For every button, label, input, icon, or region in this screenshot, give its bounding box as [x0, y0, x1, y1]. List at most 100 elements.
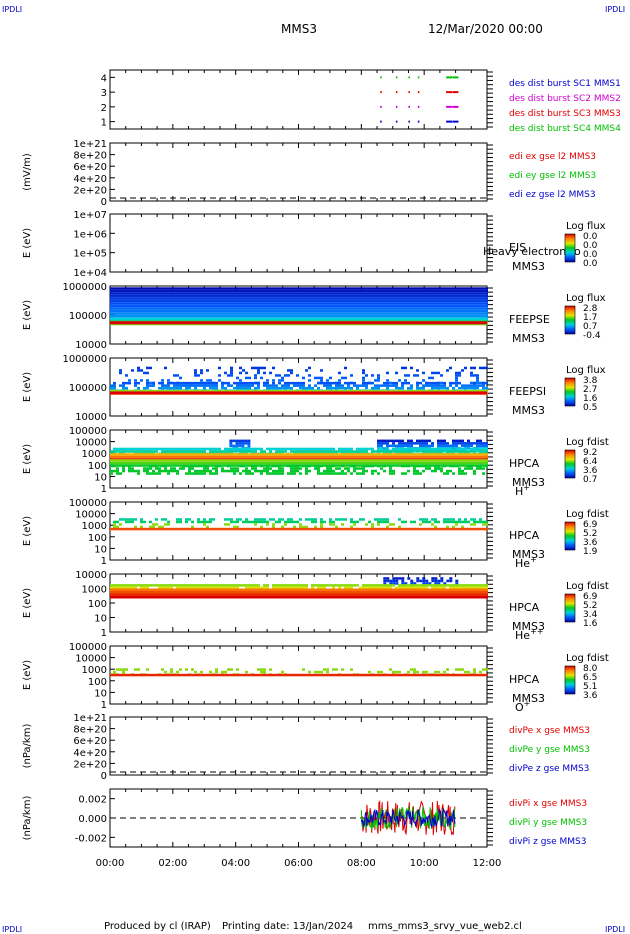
heatmap-cell — [398, 307, 401, 310]
heatmap-cell — [176, 386, 179, 390]
heatmap-cell — [218, 459, 221, 462]
heatmap-cell — [458, 294, 461, 298]
heatmap-cell — [413, 299, 416, 303]
heatmap-cell — [344, 461, 347, 465]
heatmap-cell — [473, 442, 476, 445]
heatmap-cell — [443, 389, 446, 393]
heatmap-cell — [320, 461, 323, 465]
heatmap-cell — [347, 389, 350, 393]
heatmap-cell — [374, 304, 377, 308]
heatmap-cell — [362, 371, 365, 375]
heatmap-cell — [476, 459, 479, 462]
heatmap-cell — [254, 317, 257, 321]
heatmap-cell — [362, 459, 365, 462]
heatmap-cell — [455, 450, 458, 453]
burst-marker — [452, 105, 459, 108]
heatmap-cell — [425, 461, 428, 465]
heatmap-cell — [275, 453, 278, 456]
heatmap-cell — [290, 371, 293, 375]
heatmap-cell — [416, 297, 419, 300]
heatmap-cell — [149, 455, 152, 459]
heatmap-cell — [206, 464, 209, 468]
heatmap-cell — [296, 309, 299, 313]
heatmap-cell — [317, 287, 320, 290]
heatmap-cell — [281, 464, 284, 467]
heatmap-cell — [167, 453, 170, 456]
legend-entry: divPe z gse MMS3 — [509, 764, 589, 774]
heatmap-cell — [302, 453, 305, 456]
heatmap-cell — [290, 453, 293, 456]
heatmap-cell — [287, 464, 290, 468]
burst-marker — [380, 120, 382, 123]
heatmap-cell — [452, 453, 455, 456]
heatmap-cell — [314, 307, 317, 310]
heatmap-cell — [245, 376, 248, 380]
heatmap-cell — [191, 287, 194, 290]
heatmap-cell — [188, 447, 191, 451]
heatmap-cell — [479, 299, 482, 303]
heatmap-cell — [110, 386, 113, 390]
heatmap-cell — [248, 376, 251, 380]
heatmap-cell — [113, 309, 116, 313]
heatmap-cell — [446, 389, 449, 393]
heatmap-cell — [290, 447, 293, 451]
heatmap-cell — [443, 314, 446, 318]
heatmap-cell — [296, 294, 299, 298]
heatmap-cell — [227, 384, 230, 387]
heatmap-cell — [158, 297, 161, 300]
heatmap-cell — [176, 453, 179, 456]
y-tick-label: 1e+06 — [73, 229, 107, 240]
heatmap-cell — [275, 317, 278, 321]
heatmap-cell — [173, 386, 176, 390]
heatmap-cell — [416, 389, 419, 393]
heatmap-cell — [473, 304, 476, 308]
heatmap-cell — [191, 299, 194, 303]
heatmap-cell — [317, 292, 320, 295]
heatmap-cell — [323, 455, 326, 459]
heatmap-cell — [227, 459, 230, 462]
heatmap-cell — [236, 317, 239, 321]
heatmap-cell — [437, 314, 440, 318]
heatmap-cell — [245, 459, 248, 462]
heatmap-cell — [224, 314, 227, 318]
heatmap-cell — [485, 292, 488, 295]
heatmap-cell — [293, 312, 296, 315]
heatmap-cell — [269, 289, 272, 293]
heatmap-cell — [230, 294, 233, 298]
heatmap-cell — [431, 442, 434, 445]
heatmap-cell — [407, 307, 410, 310]
heatmap-cell — [176, 447, 179, 451]
heatmap-cell — [236, 459, 239, 462]
heatmap-cell — [449, 309, 452, 313]
heatmap-cell — [197, 453, 200, 456]
y-tick-label: 0 — [101, 197, 107, 208]
heatmap-cell — [440, 442, 443, 445]
heatmap-cell — [416, 312, 419, 315]
heatmap-cell — [479, 447, 482, 451]
heatmap-cell — [290, 309, 293, 313]
heatmap-cell — [446, 369, 449, 372]
heatmap-cell — [416, 455, 419, 459]
heatmap-cell — [257, 447, 260, 451]
heatmap-cell — [308, 447, 311, 451]
heatmap-cell — [116, 292, 119, 295]
heatmap-cell — [146, 459, 149, 462]
y-tick-label: 1 — [101, 700, 107, 711]
heatmap-cell — [458, 371, 461, 375]
heatmap-cell — [404, 374, 407, 377]
heatmap-cell — [482, 289, 485, 293]
heatmap-cell — [305, 304, 308, 308]
heatmap-cell — [455, 459, 458, 462]
heatmap-cell — [365, 302, 368, 305]
heatmap-cell — [188, 294, 191, 298]
heatmap-cell — [407, 287, 410, 290]
heatmap-cell — [359, 309, 362, 313]
heatmap-cell — [242, 386, 245, 390]
heatmap-cell — [131, 299, 134, 303]
heatmap-cell — [407, 439, 410, 443]
heatmap-cell — [185, 389, 188, 393]
legend-entry: divPi z gse MMS3 — [509, 837, 586, 847]
heatmap-cell — [371, 297, 374, 300]
heatmap-cell — [359, 464, 362, 467]
heatmap-cell — [467, 294, 470, 298]
